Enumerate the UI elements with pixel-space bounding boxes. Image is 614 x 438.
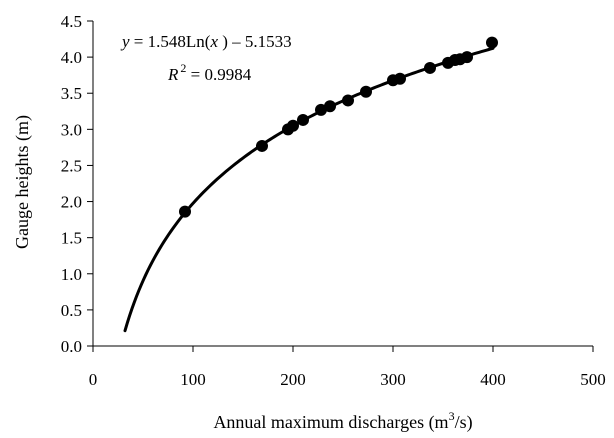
x-tick-label: 400 (480, 370, 506, 389)
data-point (297, 114, 309, 126)
data-point (342, 94, 354, 106)
x-tick-label: 300 (380, 370, 406, 389)
x-tick-label: 500 (580, 370, 606, 389)
y-tick-label: 2.0 (61, 193, 82, 212)
data-point (461, 51, 473, 63)
r-squared-value: = 0.9984 (186, 65, 251, 84)
data-point (486, 37, 498, 49)
equation-y-var: y (120, 32, 130, 51)
trendline-equation: y = 1.548Ln(x ) – 5.1533 (120, 32, 292, 51)
equation-rhs-prefix: = 1.548Ln( (130, 32, 211, 51)
x-tick-label: 100 (180, 370, 206, 389)
x-tick-label: 0 (89, 370, 98, 389)
points-layer (179, 37, 498, 218)
y-tick-label: 0.5 (61, 301, 82, 320)
equation-rhs-suffix: ) – 5.1533 (218, 32, 292, 51)
y-tick-label: 2.5 (61, 156, 82, 175)
y-tick-label: 0.0 (61, 337, 82, 356)
y-tick-label: 1.0 (61, 265, 82, 284)
plot-area: 0.0 0.5 1.0 1.5 2.0 2.5 3.0 3.5 4.0 4.5 0 100 200 30… (61, 12, 606, 389)
trendline (125, 48, 493, 330)
y-ticks: 0.0 0.5 1.0 1.5 2.0 2.5 3.0 3.5 4.0 4.5 (61, 12, 93, 356)
y-tick-label: 4.5 (61, 12, 82, 31)
x-axis-title-suffix: /s) (455, 412, 473, 433)
y-axis-title: Gauge heights (m) (12, 115, 33, 249)
y-tick-label: 4.0 (61, 48, 82, 67)
x-axis-title-prefix: Annual maximum discharges (m (213, 412, 448, 433)
y-tick-label: 3.5 (61, 84, 82, 103)
y-tick-label: 1.5 (61, 229, 82, 248)
data-point (394, 73, 406, 85)
data-point (424, 62, 436, 74)
x-axis-title: Annual maximum discharges (m3/s) (213, 409, 472, 433)
x-ticks: 0 100 200 300 400 500 (89, 346, 606, 389)
data-point (360, 86, 372, 98)
y-tick-label: 3.0 (61, 120, 82, 139)
trendline-layer (125, 48, 493, 330)
data-point (287, 120, 299, 132)
data-point (179, 206, 191, 218)
data-point (256, 140, 268, 152)
data-point (324, 100, 336, 112)
r-squared-symbol: R (167, 65, 179, 84)
x-tick-label: 200 (280, 370, 306, 389)
